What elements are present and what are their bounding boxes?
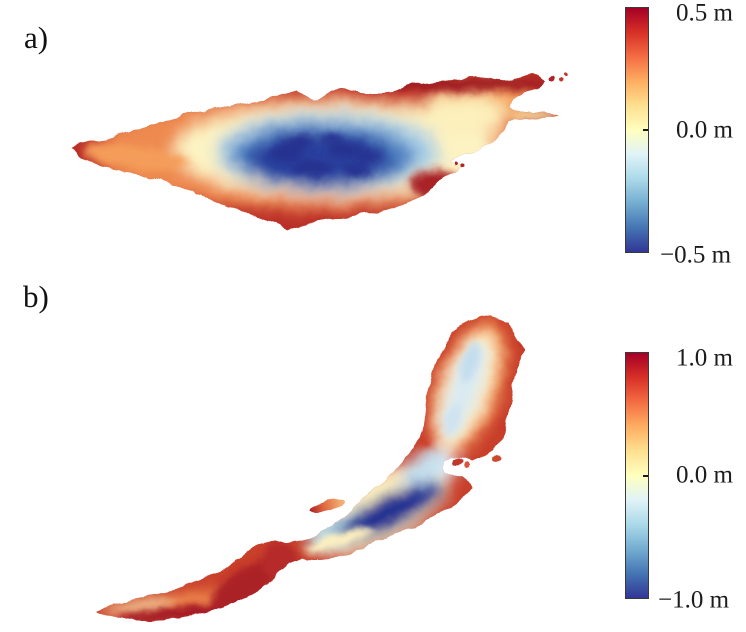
- panel-b-label: b): [23, 279, 49, 314]
- lake-b-body: [97, 316, 524, 621]
- lake-a-islet: [461, 164, 465, 168]
- colorbar-b-tick-max: 1.0 m: [676, 344, 733, 372]
- lake-a-heatmap: [70, 73, 569, 230]
- colorbar-a-tick-min: −0.5 m: [660, 241, 732, 269]
- lake-b-islet: [454, 458, 462, 466]
- colorbar-b-gradient: [626, 353, 648, 598]
- colorbar-a-tick-zero: 0.0 m: [676, 116, 733, 144]
- colorbar-a-gradient: [626, 8, 648, 252]
- lake-b-islet: [463, 463, 469, 469]
- colorbar-a-tick-max: 0.5 m: [676, 0, 733, 27]
- lake-b-heatmap: [97, 316, 524, 621]
- colorbar-b: [625, 352, 649, 599]
- colorbar-b-zero-tick: [643, 474, 648, 477]
- colorbar-a-zero-tick: [643, 129, 648, 131]
- lake-a-islet: [549, 75, 555, 81]
- lake-a-islet: [559, 78, 563, 82]
- lake-a-islet: [454, 161, 458, 165]
- lake-a-body: [70, 73, 569, 230]
- colorbar-b-tick-min: −1.0 m: [658, 586, 730, 614]
- lake-b-shore-sliver: [309, 499, 345, 513]
- colorbar-b-tick-zero: 0.0 m: [676, 461, 733, 489]
- panel-a-label: a): [24, 20, 49, 55]
- colorbar-a: [625, 7, 649, 253]
- lake-b-islet: [493, 454, 501, 462]
- lake-a-islet: [565, 73, 569, 77]
